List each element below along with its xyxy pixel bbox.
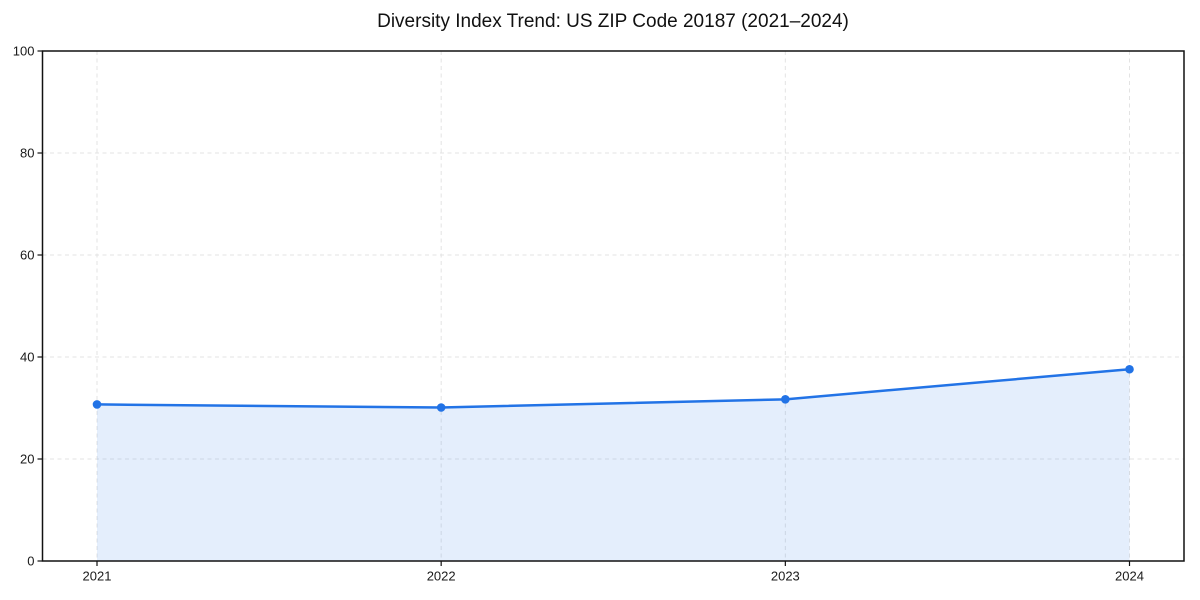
data-point-2021 <box>92 400 102 409</box>
x-tick-label: 2023 <box>771 569 800 584</box>
chart-title: Diversity Index Trend: US ZIP Code 20187… <box>377 11 849 32</box>
y-tick-label: 0 <box>27 554 34 569</box>
x-tick-label: 2022 <box>427 569 456 584</box>
plot-border <box>41 50 1185 562</box>
x-tick-label: 2021 <box>83 569 112 584</box>
area-fill <box>97 369 1130 561</box>
trend-line <box>95 367 1131 409</box>
data-point-2024 <box>1125 364 1134 374</box>
x-tick-label: 2024 <box>1115 569 1144 584</box>
y-tick-label: 80 <box>20 146 34 161</box>
y-tick-label: 20 <box>20 452 34 467</box>
data-point-2022 <box>436 403 446 412</box>
y-tick-label: 100 <box>13 44 35 59</box>
data-point-2023 <box>781 395 790 404</box>
y-tick-label: 40 <box>20 350 34 365</box>
y-tick-label: 60 <box>20 248 34 263</box>
